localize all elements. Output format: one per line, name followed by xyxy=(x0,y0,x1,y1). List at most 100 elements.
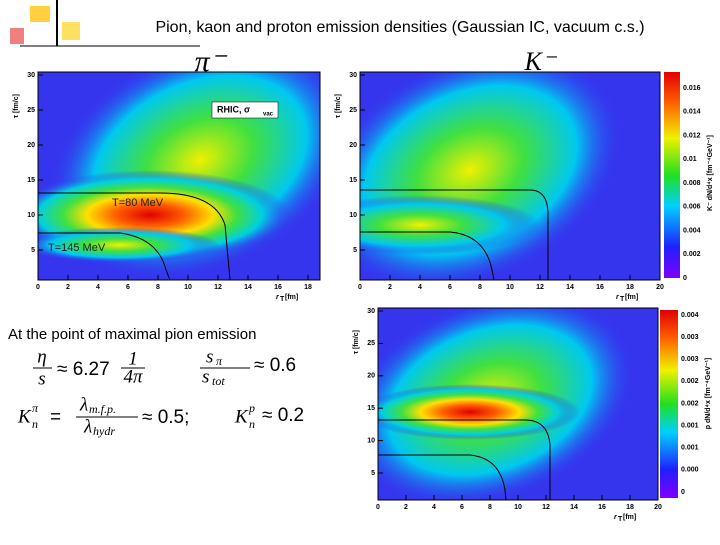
x-tick-label: 16 xyxy=(598,504,606,511)
x-tick-label: 14 xyxy=(244,284,252,291)
sub: hydr xyxy=(93,424,115,438)
x-tick-label: 14 xyxy=(566,284,574,291)
x-axis-label-sub: T xyxy=(618,516,623,523)
x-tick-label: 10 xyxy=(514,504,522,511)
sup: π xyxy=(32,401,39,415)
frac-num: η xyxy=(37,346,46,367)
annotation: T=145 MeV xyxy=(48,242,106,254)
colorbar-tick-label: 0.002 xyxy=(681,378,699,385)
x-tick-label: 4 xyxy=(432,504,436,511)
y-tick-label: 30 xyxy=(27,72,35,79)
colorbar-tick-label: 0.001 xyxy=(681,445,699,452)
logo xyxy=(30,6,50,22)
y-tick-label: 5 xyxy=(371,470,375,477)
relation: ≈ 0.6 xyxy=(254,355,296,376)
legend xyxy=(211,101,279,119)
x-axis-label-sub: T xyxy=(620,296,625,303)
frac-num: λ xyxy=(79,394,88,415)
colorbar-tick-label: 0.000 xyxy=(681,467,699,474)
panel-label: π⁻ xyxy=(195,45,228,78)
colorbar-tick-label: 0 xyxy=(681,489,685,496)
symbol: K xyxy=(17,406,32,427)
logo xyxy=(62,22,80,40)
x-tick-label: 20 xyxy=(656,284,664,291)
equals: = xyxy=(50,407,61,428)
colorbar-tick-label: 0.003 xyxy=(681,356,699,363)
colorbar-tick-label: 0.006 xyxy=(683,204,701,211)
y-tick-label: 15 xyxy=(349,177,357,184)
x-tick-label: 18 xyxy=(626,504,634,511)
x-tick-label: 10 xyxy=(506,284,514,291)
x-tick-label: 0 xyxy=(376,504,380,511)
y-tick-label: 20 xyxy=(27,142,35,149)
x-tick-label: 12 xyxy=(542,504,550,511)
frac-den: s xyxy=(38,368,45,389)
x-axis-label: r xyxy=(616,294,620,301)
y-tick-label: 25 xyxy=(349,107,357,114)
formula: η s ≈ 6.27 1 4π xyxy=(33,346,145,389)
x-axis-unit: [fm] xyxy=(625,294,638,301)
sup: p xyxy=(248,401,255,415)
x-tick-label: 8 xyxy=(156,284,160,291)
frac-num: 1 xyxy=(128,348,138,369)
title: Pion, kaon and proton emission densities… xyxy=(155,19,644,36)
colorbar-tick-label: 0.016 xyxy=(683,85,701,92)
x-tick-label: 2 xyxy=(388,284,392,291)
logo xyxy=(10,28,24,44)
colorbar-tick-label: 0.002 xyxy=(683,251,701,258)
y-axis-label: τ [fm/c] xyxy=(353,330,360,354)
x-tick-label: 8 xyxy=(488,504,492,511)
y-tick-label: 20 xyxy=(349,142,357,149)
x-axis-unit: [fm] xyxy=(285,294,298,301)
colorbar-tick-label: 0 xyxy=(683,275,687,282)
colorbar-tick-label: 0.002 xyxy=(681,400,699,407)
colorbar-tick-label: 0.004 xyxy=(681,312,699,319)
colorbar-tick-label: 0.008 xyxy=(683,180,701,187)
colorbar-tick-label: 0.004 xyxy=(683,227,701,234)
frac-den: 4π xyxy=(123,366,143,387)
y-tick-label: 10 xyxy=(367,437,375,444)
colorbar-tick-label: 0.014 xyxy=(683,109,701,116)
colorbar-tick-label: 0.012 xyxy=(683,132,701,139)
colorbar-tick-label: 0.003 xyxy=(681,334,699,341)
x-tick-label: 12 xyxy=(536,284,544,291)
sub: tot xyxy=(212,374,225,388)
formula: K n π = λ m.f.p. λ hydr ≈ 0.5; xyxy=(17,394,189,437)
x-tick-label: 0 xyxy=(36,284,40,291)
y-tick-label: 10 xyxy=(27,212,35,219)
relation: ≈ 0.5; xyxy=(142,407,189,428)
y-tick-label: 5 xyxy=(353,247,357,254)
x-axis-label: r xyxy=(276,294,280,301)
x-tick-label: 4 xyxy=(418,284,422,291)
x-tick-label: 0 xyxy=(358,284,362,291)
relation: ≈ 0.2 xyxy=(262,405,304,426)
colorbar-tick-label: 0.001 xyxy=(681,422,699,429)
x-axis-unit: [fm] xyxy=(623,514,636,521)
sub: π xyxy=(216,354,223,368)
x-tick-label: 16 xyxy=(274,284,282,291)
x-tick-label: 10 xyxy=(184,284,192,291)
relation: ≈ 6.27 xyxy=(57,359,110,380)
x-tick-label: 6 xyxy=(460,504,464,511)
y-tick-label: 30 xyxy=(367,308,375,315)
panel-label: K⁻ xyxy=(523,47,557,76)
note: At the point of maximal pion emission xyxy=(8,326,256,343)
y-tick-label: 15 xyxy=(367,405,375,412)
sub: m.f.p. xyxy=(89,402,116,416)
x-tick-label: 2 xyxy=(404,504,408,511)
y-axis-label: τ [fm/c] xyxy=(335,94,342,118)
panel-label: p xyxy=(712,533,716,540)
x-tick-label: 20 xyxy=(654,504,662,511)
y-tick-label: 25 xyxy=(27,107,35,114)
y-tick-label: 30 xyxy=(349,72,357,79)
x-tick-label: 12 xyxy=(214,284,222,291)
legend-text: RHIC, σ xyxy=(217,104,250,114)
heatmap xyxy=(360,72,660,280)
formula: K n p ≈ 0.2 xyxy=(234,401,304,431)
frac-den: λ xyxy=(83,416,92,437)
colorbar-tick-label: 0.01 xyxy=(683,156,697,163)
x-tick-label: 8 xyxy=(478,284,482,291)
formula: s π s tot ≈ 0.6 xyxy=(200,346,296,388)
x-tick-label: 16 xyxy=(596,284,604,291)
